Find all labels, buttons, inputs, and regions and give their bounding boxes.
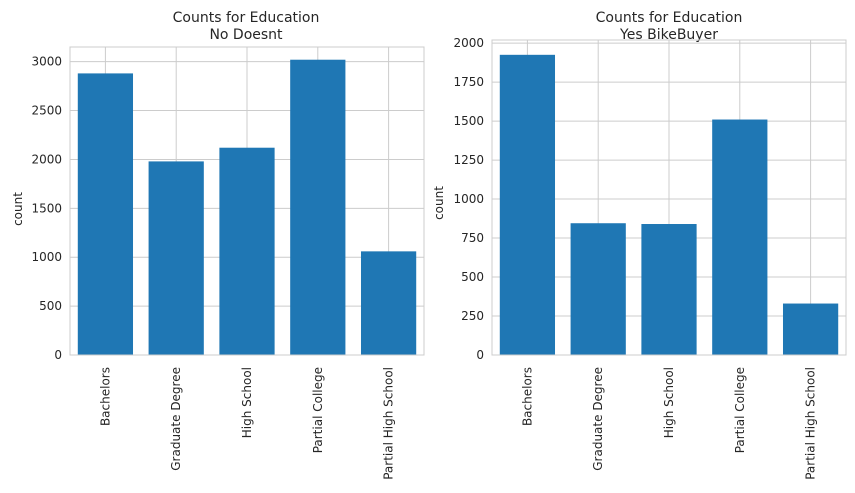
y-tick-label: 0	[54, 348, 62, 362]
x-tick-label: Partial High School	[804, 367, 818, 480]
x-tick-label: Graduate Degree	[169, 367, 183, 471]
y-tick-label: 1500	[453, 114, 484, 128]
chart-subtitle: No Doesnt	[209, 27, 283, 43]
x-tick-label: Bachelors	[98, 367, 112, 426]
chart-subtitle: Yes BikeBuyer	[619, 27, 718, 43]
bar-high-school	[219, 147, 275, 355]
x-tick-label: Graduate Degree	[591, 367, 605, 471]
x-tick-label: Partial College	[311, 367, 325, 453]
bar-bachelors	[499, 54, 556, 355]
chart-title: Counts for Education	[596, 10, 743, 26]
bar-graduate-degree	[148, 161, 204, 355]
y-tick-label: 2000	[31, 152, 62, 166]
bar-partial-college	[290, 59, 346, 355]
chart-yes-bikebuyer: Counts for Education Yes BikeBuyer count…	[432, 10, 847, 480]
x-tick-label: Bachelors	[520, 367, 534, 426]
y-tick-label: 3000	[31, 55, 62, 69]
bar-bachelors	[77, 73, 134, 356]
y-tick-label: 750	[461, 231, 484, 245]
y-axis-label: count	[11, 192, 25, 226]
bar-partial-college	[712, 119, 768, 356]
bar-partial-high-school	[782, 303, 839, 355]
x-tick-label: Partial College	[733, 367, 747, 453]
y-tick-label: 500	[39, 299, 62, 313]
chart-no-doesnt: Counts for Education No Doesnt count 0 50…	[11, 10, 425, 480]
y-tick-label: 500	[461, 270, 484, 284]
bar-high-school	[641, 224, 697, 355]
plot-frame	[69, 46, 425, 356]
x-tick-label: High School	[662, 367, 676, 438]
plot-frame	[491, 39, 847, 356]
bar-graduate-degree	[570, 223, 626, 355]
y-tick-label: 0	[476, 348, 484, 362]
bar-partial-high-school	[360, 251, 417, 355]
y-tick-label: 2500	[31, 104, 62, 118]
y-tick-label: 2000	[453, 36, 484, 50]
x-tick-label: Partial High School	[382, 367, 396, 480]
y-tick-label: 1000	[453, 192, 484, 206]
y-axis-label: count	[432, 186, 446, 220]
x-tick-label: High School	[240, 367, 254, 438]
y-tick-label: 1000	[31, 250, 62, 264]
y-tick-label: 1750	[453, 75, 484, 89]
y-tick-label: 1250	[453, 153, 484, 167]
y-tick-label: 1500	[31, 201, 62, 215]
y-tick-label: 250	[461, 309, 484, 323]
chart-title: Counts for Education	[173, 10, 320, 26]
